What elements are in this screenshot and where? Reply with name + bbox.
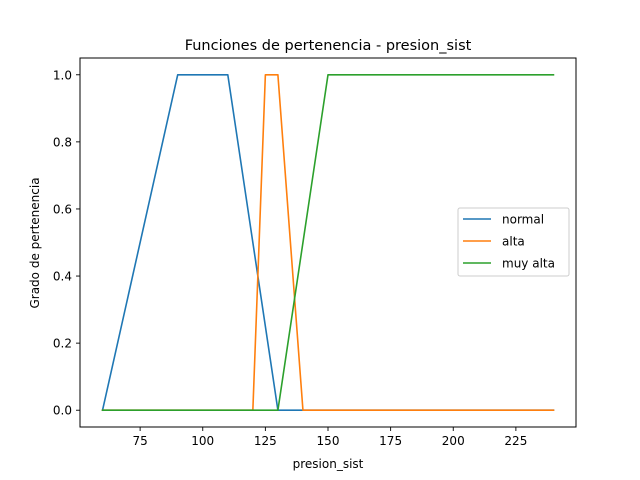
chart-title: Funciones de pertenencia - presion_sist bbox=[185, 38, 472, 54]
y-axis-ticks: 0.0 0.2 0.4 0.6 0.8 1.0 bbox=[53, 68, 80, 418]
x-tick-label: 100 bbox=[191, 434, 214, 448]
y-tick-label: 0.2 bbox=[53, 337, 72, 351]
y-tick-label: 0.8 bbox=[53, 135, 72, 149]
legend: normal alta muy alta bbox=[457, 207, 570, 277]
x-tick-label: 75 bbox=[132, 434, 147, 448]
legend-label-muy-alta: muy alta bbox=[502, 257, 555, 271]
series-line-muy-alta bbox=[101, 73, 555, 412]
x-tick-label: 200 bbox=[442, 434, 465, 448]
y-axis-label: Grado de pertenencia bbox=[28, 177, 42, 308]
legend-label-alta: alta bbox=[502, 235, 525, 249]
x-tick-label: 125 bbox=[254, 434, 277, 448]
x-tick-label: 175 bbox=[379, 434, 402, 448]
y-tick-label: 0.6 bbox=[53, 202, 72, 216]
y-tick-label: 0.4 bbox=[53, 270, 72, 284]
y-tick-label: 1.0 bbox=[53, 68, 72, 82]
y-tick-label: 0.0 bbox=[53, 404, 72, 418]
plot-lines bbox=[101, 73, 555, 412]
x-tick-label: 150 bbox=[317, 434, 340, 448]
x-axis-ticks: 75 100 125 150 175 200 225 bbox=[132, 427, 527, 448]
legend-items: normal alta muy alta bbox=[463, 213, 555, 271]
x-axis-label: presion_sist bbox=[293, 457, 364, 471]
x-tick-label: 225 bbox=[504, 434, 527, 448]
legend-label-normal: normal bbox=[502, 213, 544, 227]
legend-box bbox=[457, 207, 570, 277]
